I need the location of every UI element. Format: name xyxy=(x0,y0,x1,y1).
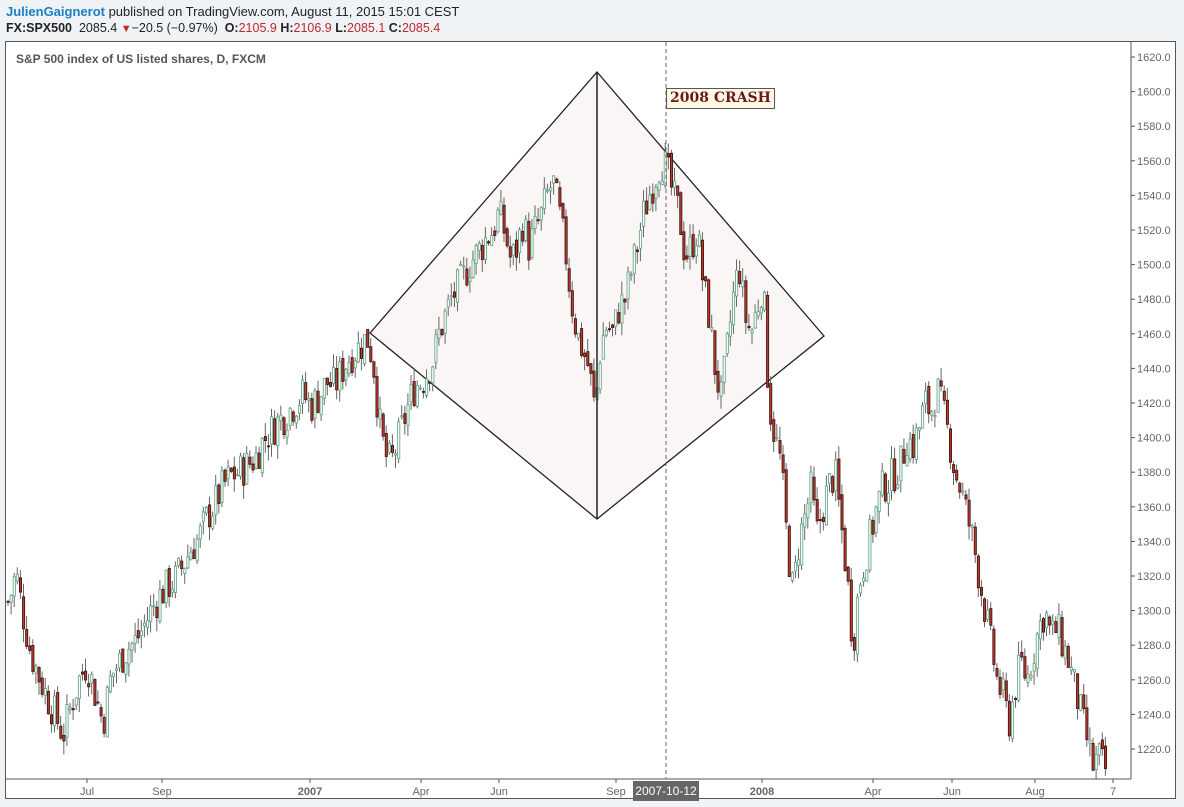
time-tick-label: 2008 xyxy=(750,786,774,798)
chart-title: S&P 500 index of US listed shares, D, FX… xyxy=(16,52,266,66)
price-tick-label: 1300.0 xyxy=(1137,606,1171,618)
price-tick-label: 1440.0 xyxy=(1137,363,1171,375)
price-tick-label: 1500.0 xyxy=(1137,260,1171,272)
time-tick-label: Apr xyxy=(864,786,881,798)
price-tick-label: 1580.0 xyxy=(1137,121,1171,133)
crosshair-date-label: 2007-10-12 xyxy=(633,781,699,801)
price-tick-label: 1400.0 xyxy=(1137,433,1171,445)
price-tick-label: 1220.0 xyxy=(1137,744,1171,756)
low-value: 2085.1 xyxy=(347,21,386,35)
candles xyxy=(6,142,1108,779)
price-tick-label: 1620.0 xyxy=(1137,52,1171,64)
price-tick-label: 1480.0 xyxy=(1137,294,1171,306)
close-value: 2085.4 xyxy=(401,21,441,35)
price-change: −20.5 (−0.97%) xyxy=(131,21,218,35)
price-tick-label: 1240.0 xyxy=(1137,709,1171,721)
price-tick-label: 1460.0 xyxy=(1137,329,1171,341)
price-tick-label: 1260.0 xyxy=(1137,675,1171,687)
high-value: 2106.9 xyxy=(293,21,332,35)
price-tick-label: 1280.0 xyxy=(1137,640,1171,652)
time-tick-label: Apr xyxy=(412,786,429,798)
time-tick-label: 7 xyxy=(1110,786,1116,798)
price-tick-label: 1320.0 xyxy=(1137,571,1171,583)
author-link[interactable]: JulienGaignerot xyxy=(6,4,105,19)
down-triangle-icon: ▼ xyxy=(120,23,132,35)
time-tick-label: Aug xyxy=(1025,786,1045,798)
price-tick-label: 1340.0 xyxy=(1137,536,1171,548)
symbol: FX:SPX500 xyxy=(6,21,73,35)
time-tick-label: Jun xyxy=(943,786,961,798)
open-label: O: xyxy=(224,21,239,35)
time-tick-label: Jul xyxy=(80,786,94,798)
open-value: 2105.9 xyxy=(238,21,277,35)
time-tick-label: Sep xyxy=(152,786,172,798)
crash-annotation[interactable]: 2008 CRASH xyxy=(666,88,775,109)
time-tick-label: Jun xyxy=(490,786,508,798)
high-label: H: xyxy=(280,21,294,35)
close-label: C: xyxy=(388,21,402,35)
price-tick-label: 1380.0 xyxy=(1137,467,1171,479)
last-price: 2085.4 xyxy=(78,21,118,35)
time-tick-label: Sep xyxy=(606,786,626,798)
time-tick-label: 2007 xyxy=(298,786,322,798)
price-tick-label: 1360.0 xyxy=(1137,502,1171,514)
publish-info: JulienGaignerot published on TradingView… xyxy=(6,4,459,19)
price-tick-label: 1420.0 xyxy=(1137,398,1171,410)
low-label: L: xyxy=(335,21,348,35)
price-tick-label: 1540.0 xyxy=(1137,190,1171,202)
quote-line: FX:SPX500 2085.4 ▼−20.5 (−0.97%) O:2105.… xyxy=(6,21,440,35)
price-tick-label: 1600.0 xyxy=(1137,87,1171,99)
published-text: published on TradingView.com, August 11,… xyxy=(104,4,460,19)
price-tick-label: 1520.0 xyxy=(1137,225,1171,237)
price-tick-label: 1560.0 xyxy=(1137,156,1171,168)
